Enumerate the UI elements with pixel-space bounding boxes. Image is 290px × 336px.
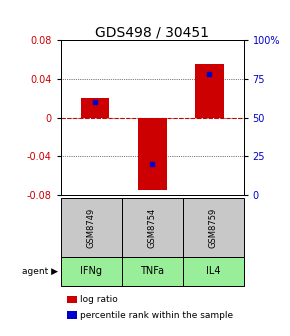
Text: GSM8749: GSM8749	[87, 208, 96, 248]
Text: GSM8754: GSM8754	[148, 208, 157, 248]
Text: percentile rank within the sample: percentile rank within the sample	[80, 311, 233, 320]
Text: agent ▶: agent ▶	[22, 267, 58, 276]
Text: IFNg: IFNg	[80, 266, 102, 276]
Bar	[81, 98, 109, 118]
Text: IL4: IL4	[206, 266, 220, 276]
Bar	[138, 118, 166, 190]
Text: log ratio: log ratio	[80, 295, 117, 304]
Text: GSM8759: GSM8759	[209, 208, 218, 248]
Bar	[195, 65, 224, 118]
Text: TNFa: TNFa	[140, 266, 164, 276]
Title: GDS498 / 30451: GDS498 / 30451	[95, 25, 209, 39]
